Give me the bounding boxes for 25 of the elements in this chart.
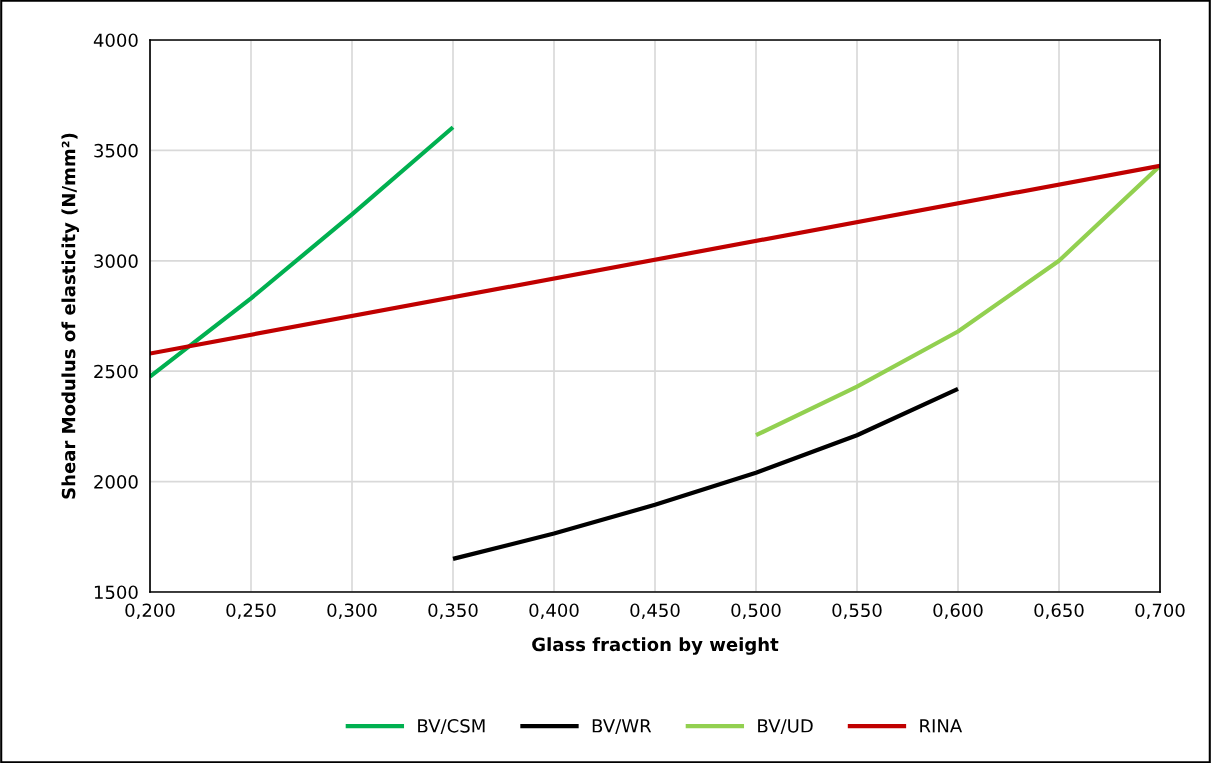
x-tick-label: 0,200 [125,603,175,619]
legend-label: RINA [920,719,963,733]
y-tick-label: 4000 [93,33,138,48]
x-tick-label: 0,300 [327,603,377,619]
x-tick-label: 0,250 [226,603,276,619]
y-tick-label: 2000 [94,475,138,489]
x-tick-label: 0,350 [428,603,478,619]
y-tick-label: 2500 [94,364,138,379]
line-series [450,386,961,561]
x-tick-label: 0,700 [1135,603,1185,619]
x-tick-label: 0,650 [1034,603,1084,619]
y-tick-label: 1500 [94,585,138,600]
y-tick-label: 3500 [94,143,138,158]
x-tick-label: 0,550 [832,603,882,619]
x-tick-label: 0,400 [529,603,579,619]
x-tick-label: 0,500 [731,603,781,619]
line-series [150,125,456,379]
y-axis-title: Shear Modulus of elasticity (N/mm²) [61,133,80,499]
legend-label: BV/UD [758,719,813,735]
x-axis-title: Glass fraction by weight [532,637,779,655]
x-tick-label: 0,450 [630,603,680,619]
legend-label: BV/WR [592,719,652,735]
legend-label: BV/CSM [418,718,485,735]
x-tick-label: 0,600 [933,603,983,619]
y-tick-label: 3000 [94,254,138,268]
